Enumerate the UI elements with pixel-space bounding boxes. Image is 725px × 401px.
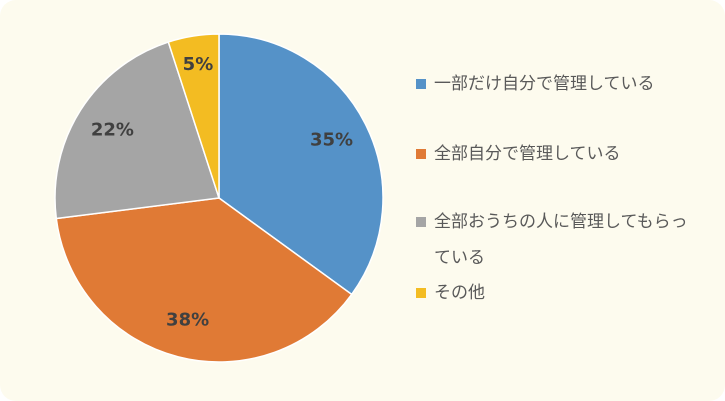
legend-item: 一部だけ自分で管理している [416, 66, 691, 102]
data-label: 22% [91, 119, 134, 140]
legend-label: 全部おうちの人に管理してもらっている [434, 212, 688, 268]
legend-swatch [416, 288, 426, 298]
legend-label: その他 [434, 283, 485, 303]
legend-swatch [416, 79, 426, 89]
pie-slice [54, 41, 220, 220]
data-label: 38% [166, 309, 209, 330]
pie-slice [167, 33, 220, 199]
pie-slice [218, 33, 384, 296]
legend-item: 全部おうちの人に管理してもらっている [416, 204, 691, 276]
legend-label: 一部だけ自分で管理している [434, 74, 655, 94]
data-label: 5% [183, 54, 214, 75]
legend-label: 全部自分で管理している [434, 144, 621, 164]
legend-item: 全部自分で管理している [416, 136, 691, 172]
legend-swatch [416, 217, 426, 227]
data-label: 35% [310, 130, 353, 151]
legend-item: その他 [416, 275, 691, 311]
legend-swatch [416, 149, 426, 159]
pie-slice [55, 197, 353, 363]
